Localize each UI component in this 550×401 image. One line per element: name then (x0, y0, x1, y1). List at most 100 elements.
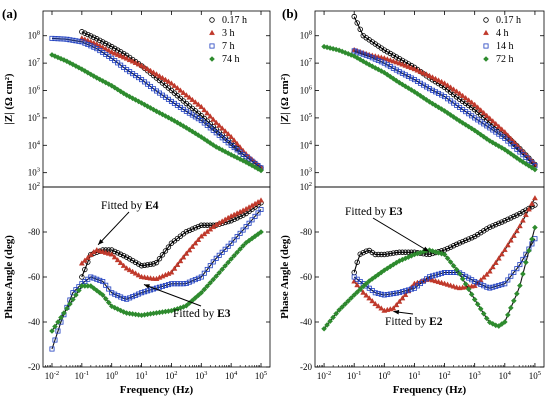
data-point (85, 31, 91, 38)
data-point (354, 20, 360, 26)
y-tick-label: -60 (300, 272, 312, 282)
data-point (414, 250, 421, 257)
data-point (510, 232, 517, 238)
legend-label: 74 h (222, 54, 240, 65)
data-point (441, 80, 448, 86)
data-point (439, 92, 445, 98)
y-tick-label: 103 (28, 167, 40, 178)
data-point (225, 259, 231, 266)
data-point (105, 47, 112, 53)
data-point (354, 49, 360, 55)
data-point (402, 72, 408, 78)
data-point (387, 250, 394, 257)
data-point (360, 283, 367, 290)
data-point (487, 285, 493, 291)
data-point (126, 56, 133, 63)
data-point (153, 259, 160, 266)
data-point (135, 61, 142, 67)
data-point (483, 315, 490, 322)
data-point (123, 254, 130, 260)
data-point (508, 273, 514, 279)
data-point (495, 143, 502, 149)
data-point (393, 59, 400, 65)
data-point (168, 87, 175, 94)
data-point (499, 219, 505, 225)
data-point (402, 255, 409, 262)
data-point (517, 282, 523, 289)
data-point (171, 307, 178, 313)
data-point (426, 86, 432, 92)
x-tick-label: 101 (408, 370, 420, 381)
data-point (436, 90, 442, 96)
data-point (79, 274, 85, 280)
data-point (336, 47, 342, 54)
data-point (516, 223, 523, 229)
data-point (97, 277, 103, 283)
data-point (462, 281, 469, 287)
data-point (363, 248, 369, 254)
data-point (432, 75, 439, 81)
data-point (447, 244, 454, 250)
data-point (186, 247, 193, 253)
data-point (450, 114, 457, 120)
data-point (234, 249, 240, 256)
data-point (378, 305, 385, 311)
data-point (487, 224, 493, 230)
data-point (168, 307, 175, 314)
data-point (357, 286, 364, 293)
data-point (372, 300, 379, 307)
data-point (366, 295, 373, 301)
data-point (369, 276, 376, 282)
data-point (514, 146, 520, 152)
data-point (180, 304, 187, 310)
data-point (141, 64, 148, 70)
data-point (168, 269, 175, 275)
data-point (489, 264, 496, 270)
data-point (426, 274, 432, 280)
data-point (58, 314, 64, 321)
data-point (508, 305, 514, 311)
x-tick-label: 10-1 (347, 370, 361, 381)
data-point (330, 45, 336, 52)
data-point (64, 36, 70, 42)
y-axis-label-phase: Phase Angle (deg) (279, 235, 291, 319)
data-point (502, 281, 508, 287)
data-point (204, 110, 211, 116)
data-point (150, 69, 157, 75)
data-point (420, 95, 427, 101)
data-point (375, 66, 382, 73)
data-point (183, 125, 190, 131)
data-point (225, 150, 231, 157)
data-point (532, 224, 538, 231)
data-point (210, 116, 217, 122)
data-point (384, 292, 390, 298)
data-point (156, 309, 163, 316)
data-point (64, 305, 70, 312)
data-point (505, 138, 511, 144)
data-point (210, 276, 217, 283)
y-tick-label: -60 (28, 272, 40, 282)
data-point (189, 226, 196, 232)
data-point (192, 295, 199, 301)
data-point (209, 29, 215, 35)
data-point (150, 106, 157, 113)
data-point (240, 242, 246, 249)
data-point (58, 36, 64, 42)
data-point (147, 261, 154, 268)
data-point (234, 215, 240, 221)
data-point (174, 306, 181, 312)
data-point (420, 70, 427, 76)
data-point (390, 52, 397, 58)
data-point (399, 256, 406, 263)
y-tick-label: -80 (28, 227, 40, 237)
data-point (147, 311, 154, 317)
data-point (159, 74, 166, 81)
data-point (502, 146, 508, 153)
data-point (420, 248, 427, 255)
data-point (118, 294, 124, 300)
data-point (177, 257, 184, 264)
data-point (384, 56, 391, 62)
data-point (195, 101, 202, 107)
data-point (207, 263, 213, 269)
data-point (123, 265, 130, 271)
